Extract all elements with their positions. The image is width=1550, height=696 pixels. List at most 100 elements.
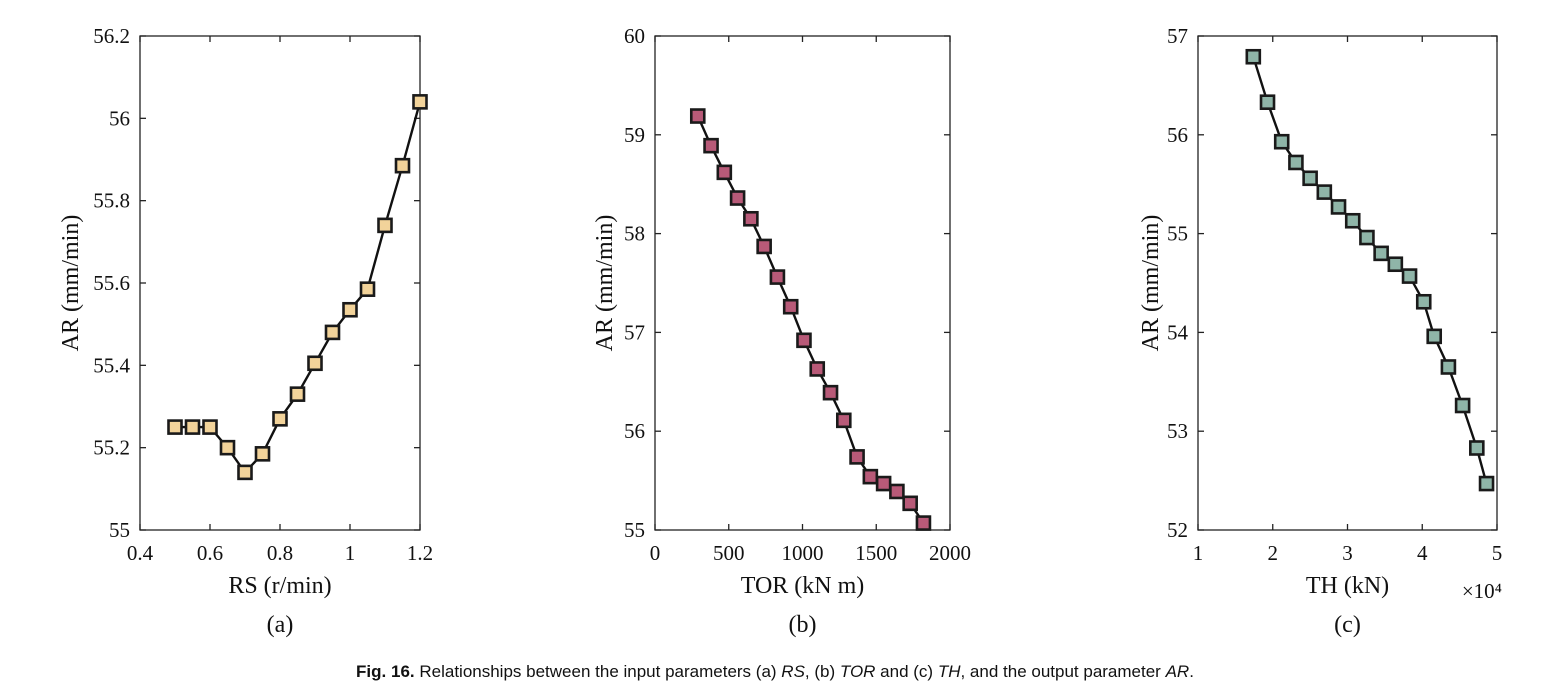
data-point — [1401, 268, 1418, 284]
x-tick-label: 3 — [1342, 541, 1353, 565]
y-axis-label: AR (mm/min) — [58, 215, 84, 352]
data-point — [272, 411, 288, 427]
y-tick-label: 58 — [624, 222, 645, 246]
chart-panel-a: 0.4 0.6 0.8 1 1.2 55 55.2 55.4 55.6 55.8 56 56.2 RS … — [58, 24, 433, 638]
data-point — [1245, 48, 1262, 65]
x-tick-label: 1 — [345, 541, 356, 565]
x-tick-label: 4 — [1417, 541, 1428, 565]
caption-text: , (b) — [804, 662, 840, 681]
data-point — [1478, 475, 1495, 492]
caption-var-th: TH — [937, 662, 961, 681]
data-point — [1344, 212, 1361, 229]
data-point — [1302, 170, 1318, 187]
data-point — [254, 446, 271, 462]
data-point — [809, 361, 826, 377]
series-line — [1252, 56, 1488, 484]
y-tick-label: 52 — [1167, 518, 1188, 542]
x-tick-label: 2000 — [929, 541, 971, 565]
data-point — [1373, 245, 1389, 262]
y-tick-label: 55 — [624, 518, 645, 542]
data-point — [862, 468, 879, 485]
x-tick-label: 2 — [1268, 541, 1279, 565]
figure-caption: Fig. 16. Relationships between the input… — [0, 662, 1550, 682]
y-axis-label: AR (mm/min) — [1138, 215, 1164, 352]
panel-label: (c) — [1334, 612, 1361, 638]
data-point — [1273, 133, 1290, 150]
data-point — [1330, 199, 1347, 215]
caption-var-tor: TOR — [839, 662, 876, 681]
data-point — [307, 355, 323, 372]
data-point — [1415, 293, 1432, 310]
x-tick-label: 0 — [650, 541, 661, 565]
data-point — [377, 217, 393, 234]
data-point — [219, 439, 236, 456]
x-axis-label: RS (r/min) — [228, 573, 331, 599]
data-point — [184, 419, 201, 435]
data-point — [889, 483, 905, 500]
data-point — [782, 298, 799, 315]
series-line — [175, 101, 422, 475]
y-tick-label: 56 — [624, 419, 645, 443]
data-point — [1426, 328, 1443, 345]
plot-frame — [1197, 35, 1498, 531]
data-point — [1259, 94, 1276, 110]
caption-var-ar: AR — [1165, 662, 1190, 681]
x-tick-label: 1 — [1193, 541, 1204, 565]
data-point — [1387, 256, 1404, 273]
caption-text: . — [1189, 662, 1194, 681]
y-tick-label: 54 — [1167, 320, 1189, 344]
x-tick-label: 1000 — [782, 541, 824, 565]
data-point — [716, 164, 733, 181]
data-point — [729, 190, 746, 206]
y-tick-label: 53 — [1167, 419, 1188, 443]
data-point — [1440, 359, 1457, 375]
data-point — [1316, 184, 1333, 200]
data-point — [849, 449, 865, 465]
x-tick-label: 0.4 — [127, 541, 154, 565]
y-tick-label: 56 — [1167, 123, 1188, 147]
data-point — [703, 137, 719, 154]
data-point — [202, 419, 218, 435]
y-tick-label: 57 — [1167, 24, 1188, 48]
data-point — [1469, 440, 1485, 456]
data-point — [875, 475, 892, 492]
data-point — [324, 324, 341, 341]
data-point — [902, 495, 918, 512]
y-tick-label: 55 — [109, 518, 130, 542]
data-point — [342, 301, 358, 318]
data-point — [915, 515, 932, 531]
x-tick-label: 1.2 — [407, 541, 433, 565]
y-axis-label: AR (mm/min) — [592, 215, 618, 352]
data-point — [756, 238, 772, 255]
data-point — [167, 419, 183, 435]
caption-var-rs: RS — [781, 662, 805, 681]
x-tick-label: 0.8 — [267, 541, 293, 565]
x-tick-label: 0.6 — [197, 541, 223, 565]
data-point — [1288, 154, 1304, 171]
y-tick-label: 55 — [1167, 222, 1188, 246]
panel-label: (b) — [789, 612, 817, 638]
data-point — [743, 210, 759, 227]
panel-label: (a) — [267, 612, 294, 638]
plot-frame — [139, 35, 421, 531]
data-point — [822, 384, 839, 401]
data-point — [835, 412, 852, 429]
data-point — [689, 108, 706, 124]
y-tick-label: 55.2 — [93, 436, 130, 460]
data-point — [1359, 229, 1375, 246]
chart-panel-c: 1 2 3 4 5 52 53 54 55 56 57 TH (kN) AR (mm/min) (c) ×1… — [1138, 24, 1502, 638]
x-axis-label: TOR (kN m) — [741, 573, 865, 599]
data-point — [237, 464, 253, 481]
y-tick-label: 55.6 — [93, 271, 130, 295]
data-point — [394, 157, 411, 174]
data-point — [1454, 397, 1471, 414]
y-tick-label: 55.8 — [93, 189, 130, 213]
x-tick-label: 1500 — [855, 541, 897, 565]
y-tick-label: 55.4 — [93, 353, 130, 377]
caption-text: Relationships between the input paramete… — [419, 662, 782, 681]
data-point — [769, 269, 786, 285]
y-tick-label: 59 — [624, 123, 645, 147]
x-tick-label: 5 — [1492, 541, 1503, 565]
x-exponent-label: ×10⁴ — [1462, 579, 1502, 603]
